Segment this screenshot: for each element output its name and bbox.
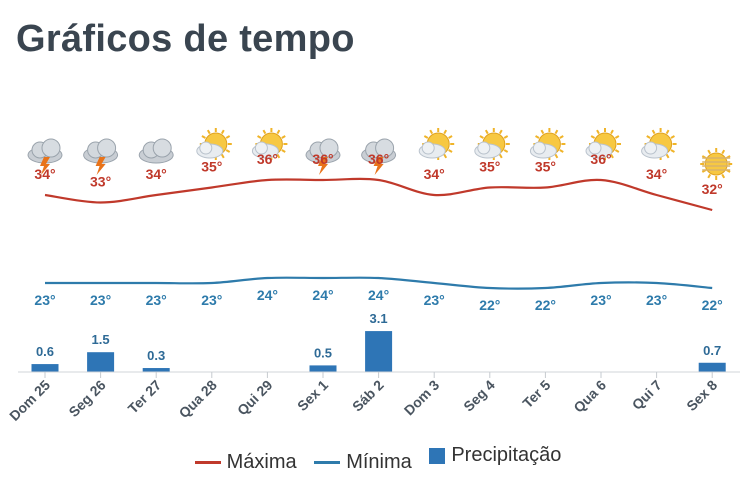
- x-tick-label: Dom 3: [401, 377, 443, 419]
- partly-sunny-icon: [641, 128, 677, 160]
- maxima-label: 36°: [257, 151, 278, 167]
- legend-swatch-maxima: [194, 460, 221, 464]
- x-tick-label: Sex 8: [683, 377, 720, 414]
- x-tick-label: Qua 6: [570, 377, 609, 416]
- page-title: Gráficos de tempo: [16, 18, 355, 60]
- legend-item-maxima[interactable]: Máxima: [194, 450, 297, 474]
- minima-label: 23°: [146, 292, 167, 308]
- partly-sunny-icon: [474, 128, 510, 160]
- partly-sunny-icon: [529, 128, 566, 160]
- precip-label: 3.1: [370, 311, 388, 326]
- maxima-label: 34°: [424, 166, 445, 182]
- legend-label-precipitacao: Precipitação: [451, 444, 562, 466]
- minima-label: 23°: [590, 292, 611, 308]
- legend-swatch-minima: [314, 460, 341, 464]
- minima-label: 23°: [34, 292, 55, 308]
- storm-cloud-icon: [27, 138, 63, 175]
- partly-sunny-icon: [251, 128, 288, 160]
- maxima-label: 36°: [590, 151, 611, 167]
- maxima-label: 34°: [646, 166, 667, 182]
- maxima-label: 35°: [535, 159, 556, 175]
- minima-label: 22°: [702, 297, 723, 313]
- minima-label: 23°: [424, 292, 445, 308]
- precip-label: 1.5: [92, 332, 110, 347]
- x-tick-label: Dom 25: [6, 377, 53, 424]
- legend-item-minima[interactable]: Mínima: [314, 451, 412, 474]
- maxima-label: 33°: [90, 174, 111, 190]
- precip-bar[interactable]: [365, 331, 393, 372]
- maxima-label: 34°: [146, 166, 167, 182]
- x-tick-label: Seg 4: [460, 377, 498, 415]
- precip-bar[interactable]: [309, 365, 337, 372]
- legend-swatch-precipitacao: [429, 447, 446, 464]
- maxima-label: 36°: [368, 151, 389, 167]
- minima-label: 24°: [257, 287, 278, 303]
- precip-label: 0.3: [147, 348, 165, 363]
- maxima-label: 34°: [34, 166, 55, 182]
- partly-sunny-icon: [196, 128, 232, 160]
- legend-item-precipitacao[interactable]: Precipitação: [429, 444, 561, 467]
- precip-bar[interactable]: [87, 352, 115, 372]
- storm-cloud-icon: [83, 138, 119, 175]
- legend-label-minima: Mínima: [346, 450, 412, 473]
- minima-line: [44, 276, 713, 290]
- x-tick-label: Qua 28: [176, 377, 220, 421]
- storm-cloud-icon: [305, 138, 341, 175]
- minima-label: 24°: [368, 287, 389, 303]
- legend: Máxima Mínima Precipitação: [0, 444, 756, 474]
- maxima-label: 35°: [201, 159, 222, 175]
- maxima-label: 36°: [312, 151, 333, 167]
- precip-bar[interactable]: [698, 362, 726, 372]
- minima-label: 22°: [479, 297, 500, 313]
- precip-label: 0.6: [36, 344, 54, 359]
- minima-label: 23°: [646, 292, 667, 308]
- maxima-label: 32°: [702, 181, 723, 197]
- precip-label: 0.7: [703, 343, 721, 358]
- minima-label: 23°: [90, 292, 111, 308]
- x-tick-label: Ter 27: [125, 377, 165, 417]
- partly-sunny-icon: [418, 128, 455, 160]
- cloud-icon: [138, 138, 174, 164]
- precip-label: 0.5: [314, 345, 332, 360]
- hazy-sun-icon: [700, 148, 733, 180]
- minima-label: 22°: [535, 297, 556, 313]
- x-tick-label: Seg 26: [65, 377, 108, 420]
- partly-sunny-icon: [585, 128, 621, 160]
- legend-label-maxima: Máxima: [226, 450, 297, 473]
- x-tick-label: Qui 7: [629, 377, 665, 413]
- maxima-line: [44, 177, 713, 212]
- maxima-label: 35°: [479, 159, 500, 175]
- x-tick-label: Sáb 2: [349, 377, 387, 415]
- x-tick-label: Sex 1: [294, 377, 331, 414]
- precip-bar[interactable]: [31, 364, 59, 372]
- minima-label: 23°: [201, 292, 222, 308]
- weather-chart: 34° 33° 34° 35° 36° 36° 36° 34° 35° 35° 36° 34° 32° 2…: [6, 128, 740, 424]
- precip-bar[interactable]: [142, 368, 170, 372]
- x-tick-label: Qui 29: [234, 377, 276, 419]
- minima-label: 24°: [312, 287, 333, 303]
- x-tick-label: Ter 5: [519, 377, 553, 411]
- storm-cloud-icon: [361, 138, 397, 175]
